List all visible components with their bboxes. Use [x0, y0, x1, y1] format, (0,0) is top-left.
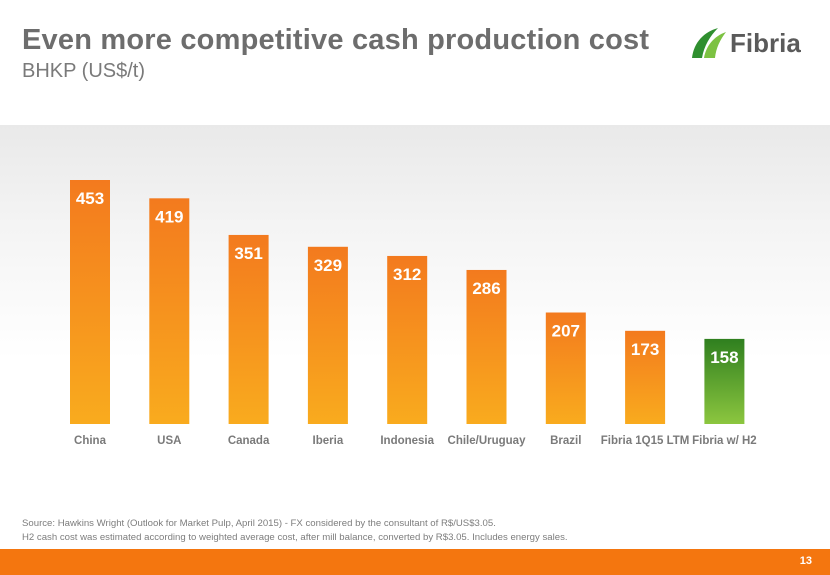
footer-bar: 13 — [0, 549, 830, 575]
category-label: USA — [157, 435, 181, 447]
page-subtitle: BHKP (US$/t) — [22, 60, 145, 82]
bar-chart: 453 China 419 USA 351 Canada 329 Iberia 312 Indon… — [70, 180, 757, 447]
bar-value-label: 419 — [155, 207, 183, 226]
bar-chile-uruguay — [466, 269, 507, 424]
bar-value-label: 173 — [631, 340, 659, 359]
bar-value-label: 286 — [472, 279, 500, 298]
bar-value-label: 158 — [710, 348, 738, 367]
bar-value-label: 351 — [234, 244, 262, 263]
category-label: Chile/Uruguay — [448, 435, 527, 447]
category-label: Iberia — [313, 435, 344, 447]
bar-china — [70, 180, 110, 424]
bar-fibria-1q15-ltm — [625, 330, 666, 424]
bar-iberia — [307, 246, 348, 424]
bar-usa — [149, 198, 190, 424]
bar-value-label: 312 — [393, 265, 421, 284]
category-label: Fibria 1Q15 LTM — [601, 435, 690, 447]
fibria-logo: Fibria — [688, 18, 818, 66]
leaf-icon — [692, 28, 726, 58]
source-note: Source: Hawkins Wright (Outlook for Mark… — [22, 517, 568, 545]
bar-fibria-w-h2 — [704, 338, 745, 424]
bar-value-label: 207 — [552, 322, 580, 341]
category-label: Brazil — [550, 435, 581, 447]
category-label: Indonesia — [380, 435, 434, 447]
source-line-2: H2 cash cost was estimated according to … — [22, 532, 568, 543]
bar-canada — [228, 234, 269, 424]
logo-text: Fibria — [730, 28, 801, 58]
bar-brazil — [545, 312, 586, 424]
bar-value-label: 453 — [76, 189, 104, 208]
source-line-1: Source: Hawkins Wright (Outlook for Mark… — [22, 518, 496, 529]
bar-indonesia — [387, 255, 428, 424]
category-label: Fibria w/ H2 — [692, 435, 757, 447]
category-label: Canada — [228, 435, 270, 447]
page-number: 13 — [799, 555, 812, 567]
page-title: Even more competitive cash production co… — [22, 24, 650, 56]
category-label: China — [74, 435, 107, 447]
bar-value-label: 329 — [314, 256, 342, 275]
